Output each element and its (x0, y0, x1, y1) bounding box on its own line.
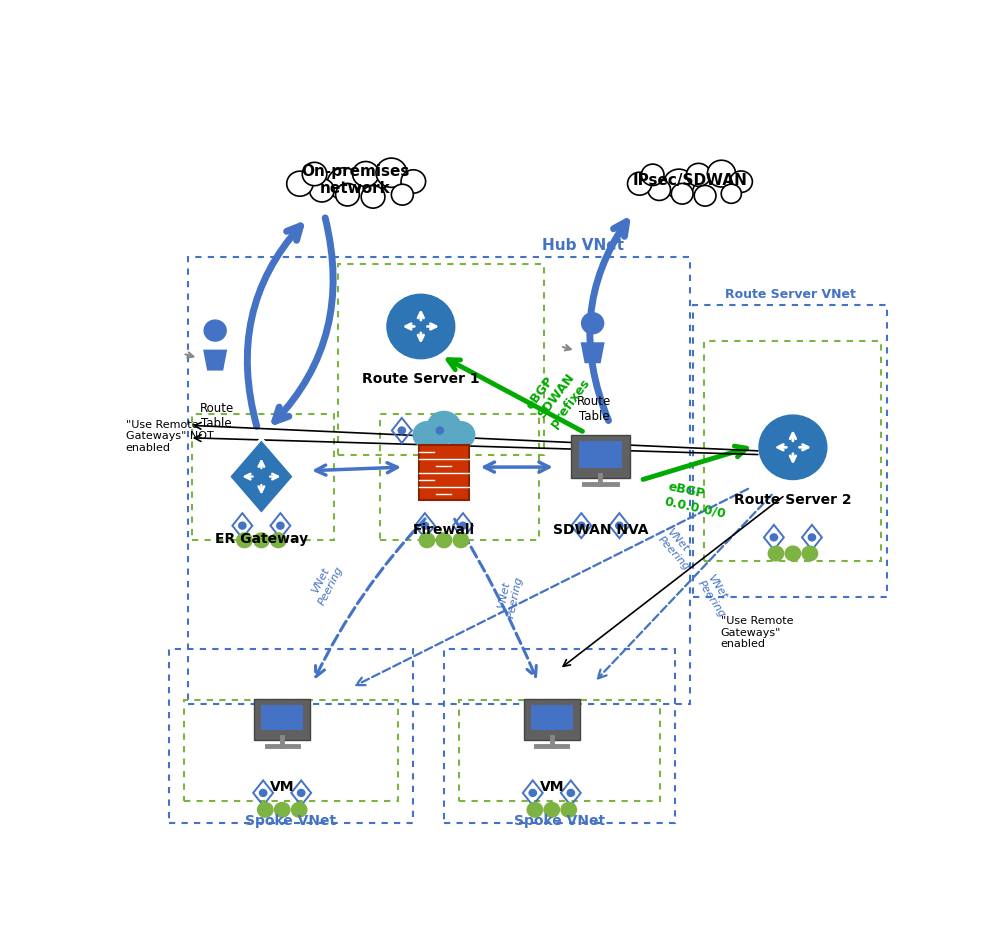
Text: Route Server 1: Route Server 1 (362, 372, 480, 386)
Circle shape (759, 415, 827, 479)
Circle shape (648, 179, 671, 201)
Text: Firewall: Firewall (413, 523, 475, 536)
Text: "Use Remote
Gateways"
enabled: "Use Remote Gateways" enabled (721, 616, 793, 650)
Circle shape (694, 185, 716, 206)
FancyBboxPatch shape (419, 445, 468, 500)
Circle shape (361, 185, 385, 208)
Circle shape (392, 184, 414, 205)
Circle shape (436, 427, 443, 434)
Circle shape (239, 522, 246, 529)
Circle shape (401, 170, 425, 193)
Text: VNet
Peering: VNet Peering (696, 573, 737, 620)
Circle shape (257, 803, 273, 817)
Circle shape (274, 803, 290, 817)
Circle shape (768, 546, 783, 561)
Circle shape (770, 534, 777, 541)
Polygon shape (580, 342, 604, 363)
Circle shape (259, 789, 266, 796)
Circle shape (286, 171, 313, 196)
FancyBboxPatch shape (261, 705, 303, 730)
Text: "Use Remote
Gateways" NOT
enabled: "Use Remote Gateways" NOT enabled (126, 419, 214, 453)
Circle shape (453, 533, 468, 548)
Text: Route
Table: Route Table (578, 395, 611, 422)
Text: eBGP
SDWAN
prefixes: eBGP SDWAN prefixes (523, 359, 592, 430)
Circle shape (708, 160, 736, 187)
Circle shape (808, 534, 816, 541)
FancyBboxPatch shape (254, 699, 310, 740)
Circle shape (302, 163, 327, 185)
Circle shape (578, 522, 584, 529)
Circle shape (581, 313, 603, 334)
Circle shape (730, 171, 752, 192)
Circle shape (527, 803, 543, 817)
Circle shape (399, 427, 406, 434)
Text: IPsec/SDWAN: IPsec/SDWAN (633, 172, 747, 187)
Text: eBGP
0.0.0.0/0: eBGP 0.0.0.0/0 (664, 480, 731, 521)
Text: Route Server VNet: Route Server VNet (726, 288, 856, 301)
Polygon shape (229, 438, 294, 514)
Circle shape (568, 789, 575, 796)
Circle shape (664, 169, 694, 198)
Text: VNet
Peering: VNet Peering (494, 573, 525, 619)
FancyBboxPatch shape (571, 435, 629, 477)
Polygon shape (203, 350, 228, 371)
Text: Route Server 2: Route Server 2 (735, 493, 852, 507)
Circle shape (627, 172, 652, 195)
Circle shape (447, 421, 475, 448)
Circle shape (459, 522, 466, 529)
Circle shape (309, 179, 334, 202)
FancyBboxPatch shape (531, 705, 573, 730)
Text: VNet
Peering: VNet Peering (307, 559, 345, 607)
Text: ER Gateway: ER Gateway (215, 533, 308, 546)
Circle shape (671, 184, 693, 204)
Circle shape (414, 421, 441, 448)
Circle shape (376, 158, 407, 187)
Circle shape (276, 522, 284, 529)
Text: Spoke VNet: Spoke VNet (514, 814, 605, 828)
Circle shape (291, 803, 307, 817)
Circle shape (785, 546, 800, 561)
Circle shape (615, 522, 623, 529)
Circle shape (237, 533, 252, 548)
Circle shape (419, 533, 434, 548)
Circle shape (387, 294, 454, 359)
FancyBboxPatch shape (579, 441, 622, 468)
Circle shape (722, 184, 742, 204)
Text: VM: VM (540, 781, 564, 794)
Circle shape (436, 533, 451, 548)
Circle shape (253, 533, 269, 548)
Text: On-premises
network: On-premises network (301, 164, 410, 196)
Circle shape (421, 522, 428, 529)
Circle shape (544, 803, 560, 817)
Circle shape (204, 320, 227, 341)
Circle shape (687, 164, 711, 186)
Circle shape (561, 803, 577, 817)
Circle shape (353, 162, 379, 186)
Circle shape (336, 184, 359, 206)
Circle shape (802, 546, 818, 561)
Text: SDWAN NVA: SDWAN NVA (553, 523, 648, 536)
Circle shape (529, 789, 537, 796)
Circle shape (297, 789, 305, 796)
Text: VM: VM (270, 781, 294, 794)
Circle shape (427, 412, 461, 443)
Text: VNet
Peering: VNet Peering (656, 527, 700, 573)
Circle shape (327, 167, 361, 200)
Circle shape (641, 165, 664, 185)
Text: Route
Table: Route Table (200, 402, 234, 430)
FancyBboxPatch shape (524, 699, 580, 740)
Text: Hub VNet: Hub VNet (542, 239, 623, 253)
Circle shape (270, 533, 286, 548)
Text: Spoke VNet: Spoke VNet (246, 814, 336, 828)
